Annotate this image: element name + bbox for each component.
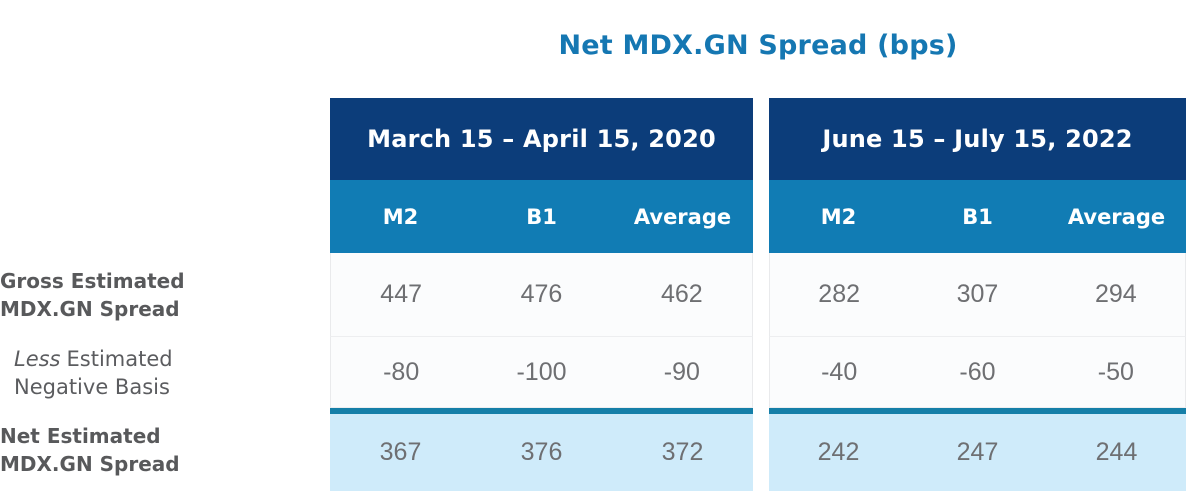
row-label-less-negative-basis: Less Estimated Negative Basis bbox=[0, 337, 330, 408]
column-header-row-2020: M2 B1 Average bbox=[330, 180, 753, 253]
value-cell: 294 bbox=[1094, 280, 1137, 308]
value-cell: 247 bbox=[956, 438, 999, 466]
column-header-m2: M2 bbox=[820, 204, 857, 229]
value-cell: -40 bbox=[821, 357, 858, 386]
value-cell: -50 bbox=[1097, 357, 1134, 386]
column-header-average: Average bbox=[1067, 204, 1166, 229]
gross-spread-row-2022: 282 307 294 bbox=[769, 253, 1186, 337]
value-cell: 307 bbox=[956, 280, 999, 308]
column-header-row-2022: M2 B1 Average bbox=[769, 180, 1186, 253]
row-label-line: Negative Basis bbox=[14, 374, 170, 399]
value-cell: 367 bbox=[379, 438, 422, 466]
period-header-2022: June 15 – July 15, 2022 bbox=[769, 98, 1186, 180]
value-cell: 376 bbox=[520, 438, 563, 466]
gross-spread-row-2020: 447 476 462 bbox=[330, 253, 753, 337]
value-cell: 372 bbox=[661, 438, 704, 466]
column-header-b1: B1 bbox=[962, 204, 993, 229]
row-label-gross-estimated-spread: Gross Estimated MDX.GN Spread bbox=[0, 253, 330, 337]
net-spread-row-2020: 367 376 372 bbox=[330, 408, 753, 491]
chart-title: Net MDX.GN Spread (bps) bbox=[558, 30, 958, 61]
value-cell: 476 bbox=[520, 280, 563, 308]
value-cell: -100 bbox=[516, 357, 567, 386]
value-cell: 447 bbox=[380, 280, 423, 308]
value-cell: 462 bbox=[660, 280, 703, 308]
net-spread-row-2022: 242 247 244 bbox=[769, 408, 1186, 491]
row-label-rest: Estimated bbox=[66, 346, 173, 371]
row-label-line: Net Estimated bbox=[0, 423, 161, 448]
value-cell: -90 bbox=[663, 357, 700, 386]
value-cell: 244 bbox=[1095, 438, 1138, 466]
column-header-m2: M2 bbox=[382, 204, 419, 229]
negative-basis-row-2020: -80 -100 -90 bbox=[330, 337, 753, 408]
row-label-line: Gross Estimated bbox=[0, 269, 185, 293]
column-header-b1: B1 bbox=[526, 204, 557, 229]
period-header-2020: March 15 – April 15, 2020 bbox=[330, 98, 753, 180]
value-cell: 242 bbox=[817, 438, 860, 466]
row-label-net-estimated-spread: Net Estimated MDX.GN Spread bbox=[0, 408, 330, 491]
period-label: March 15 – April 15, 2020 bbox=[367, 125, 716, 153]
period-label: June 15 – July 15, 2022 bbox=[822, 125, 1133, 153]
row-label-line: MDX.GN Spread bbox=[0, 451, 180, 476]
row-label-italic-word: Less bbox=[14, 346, 61, 371]
negative-basis-row-2022: -40 -60 -50 bbox=[769, 337, 1186, 408]
value-cell: -60 bbox=[959, 357, 996, 386]
row-label-line: MDX.GN Spread bbox=[0, 297, 180, 321]
value-cell: 282 bbox=[818, 280, 861, 308]
spread-table: March 15 – April 15, 2020 June 15 – July… bbox=[0, 98, 1186, 491]
value-cell: -80 bbox=[383, 357, 420, 386]
row-label-line: Less Estimated bbox=[14, 345, 330, 373]
column-header-average: Average bbox=[633, 204, 732, 229]
